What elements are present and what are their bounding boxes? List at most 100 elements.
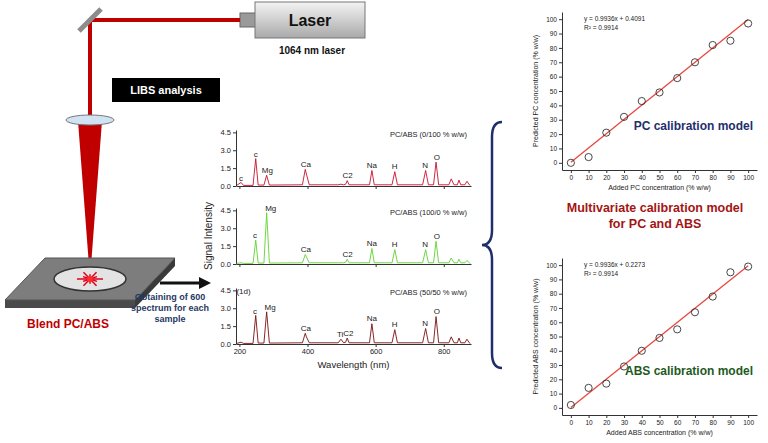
tick-label: 10 [585,419,593,426]
point [727,269,734,276]
tick-label: 60 [550,73,558,80]
point [620,113,627,120]
tick-mark [559,265,562,266]
tick: 3.0 [221,146,236,155]
peak-label: Na [367,161,378,170]
tick: 4.5 [221,128,236,137]
tick: 20 [603,415,611,426]
tick-mark [748,170,749,173]
tick: 400 [302,344,315,356]
tick-mark [233,264,236,265]
tick-mark [642,170,643,173]
tick-label: 3.0 [221,304,231,313]
tick [239,264,240,267]
tick-label: 30 [621,174,629,181]
peak-label: N [422,161,428,170]
peak-label: Na [367,239,378,248]
tick-label: 30 [550,362,558,369]
peak-label: N [422,240,428,249]
tick: 60 [550,73,562,80]
tick-mark [660,415,661,418]
tick: 90 [550,276,562,283]
point [638,97,645,104]
tick: 200 [234,344,247,356]
tick-label: 60 [550,319,558,326]
tick-label: 60 [674,174,682,181]
point [656,89,663,96]
point [727,37,734,44]
tick: 60 [674,415,682,426]
tick: 10 [550,390,562,397]
tick-mark [559,19,562,20]
peak-label: c [239,174,243,183]
tick-mark [559,48,562,49]
peak-label: Ca [301,245,312,254]
tick-mark [233,150,236,151]
tick-label: 4.5 [221,128,231,137]
tick: 60 [550,319,562,326]
tick-mark [233,246,236,247]
tick: 70 [550,59,562,66]
tick-label: 1.5 [221,242,231,251]
tick-mark [559,77,562,78]
line [237,312,471,344]
tick: 100 [743,415,754,426]
tick-label: 80 [550,44,558,51]
equation: y = 0.9936x + 0.4091 [584,15,645,23]
tick: 90 [727,170,735,181]
tick-label: 80 [710,174,718,181]
laser-beam [88,20,92,120]
tick-mark [559,394,562,395]
tick: 90 [550,30,562,37]
tick-mark [233,132,236,133]
tick-mark [624,415,625,418]
tick-mark [233,344,236,345]
laser-box [255,2,365,38]
tick: 0.0 [221,340,236,349]
tick-mark [589,170,590,173]
point [585,384,592,391]
arrow [160,282,205,285]
axis-line [236,209,237,265]
tick-mark [233,308,236,309]
line [571,20,748,163]
tick [308,264,309,267]
tick-label: 3.0 [221,224,231,233]
tick-label: 40 [550,102,558,109]
tick: 80 [710,170,718,181]
tick-mark [559,148,562,149]
tick: 50 [656,170,664,181]
tick: 70 [692,415,700,426]
axis-line [236,289,237,345]
plate-side [5,300,135,308]
y-axis: 0.01.53.04.5 [221,128,237,191]
sample-label: Blend PC/ABS [27,317,109,331]
axis-line [236,131,237,187]
point [603,129,610,136]
tick-mark [559,279,562,280]
tick: 20 [550,131,562,138]
peak-label: Mg [262,166,273,175]
tick-mark [233,228,236,229]
tick-mark [233,186,236,187]
tick-mark [748,415,749,418]
plot-marks [237,213,471,264]
tick [376,264,377,267]
tick-mark [677,415,678,418]
tick-mark [571,170,572,173]
tick-mark [559,120,562,121]
equation: y = 0.9936x + 0.2273 [584,261,645,269]
panel-label: PC/ABS (50/50 % w/w) [390,288,468,297]
tick-label: 70 [550,59,558,66]
tick-label: 90 [550,30,558,37]
tick: 30 [550,116,562,123]
point [585,153,592,160]
tick-mark [695,170,696,173]
tick-mark [559,408,562,409]
tick: 80 [710,415,718,426]
x-axis-title: Wavelength (nm) [318,359,390,370]
tick: 0.0 [221,182,236,191]
tick-label: 90 [727,419,735,426]
tick-label: 20 [603,419,611,426]
chart-title: PC calibration model [634,119,753,133]
